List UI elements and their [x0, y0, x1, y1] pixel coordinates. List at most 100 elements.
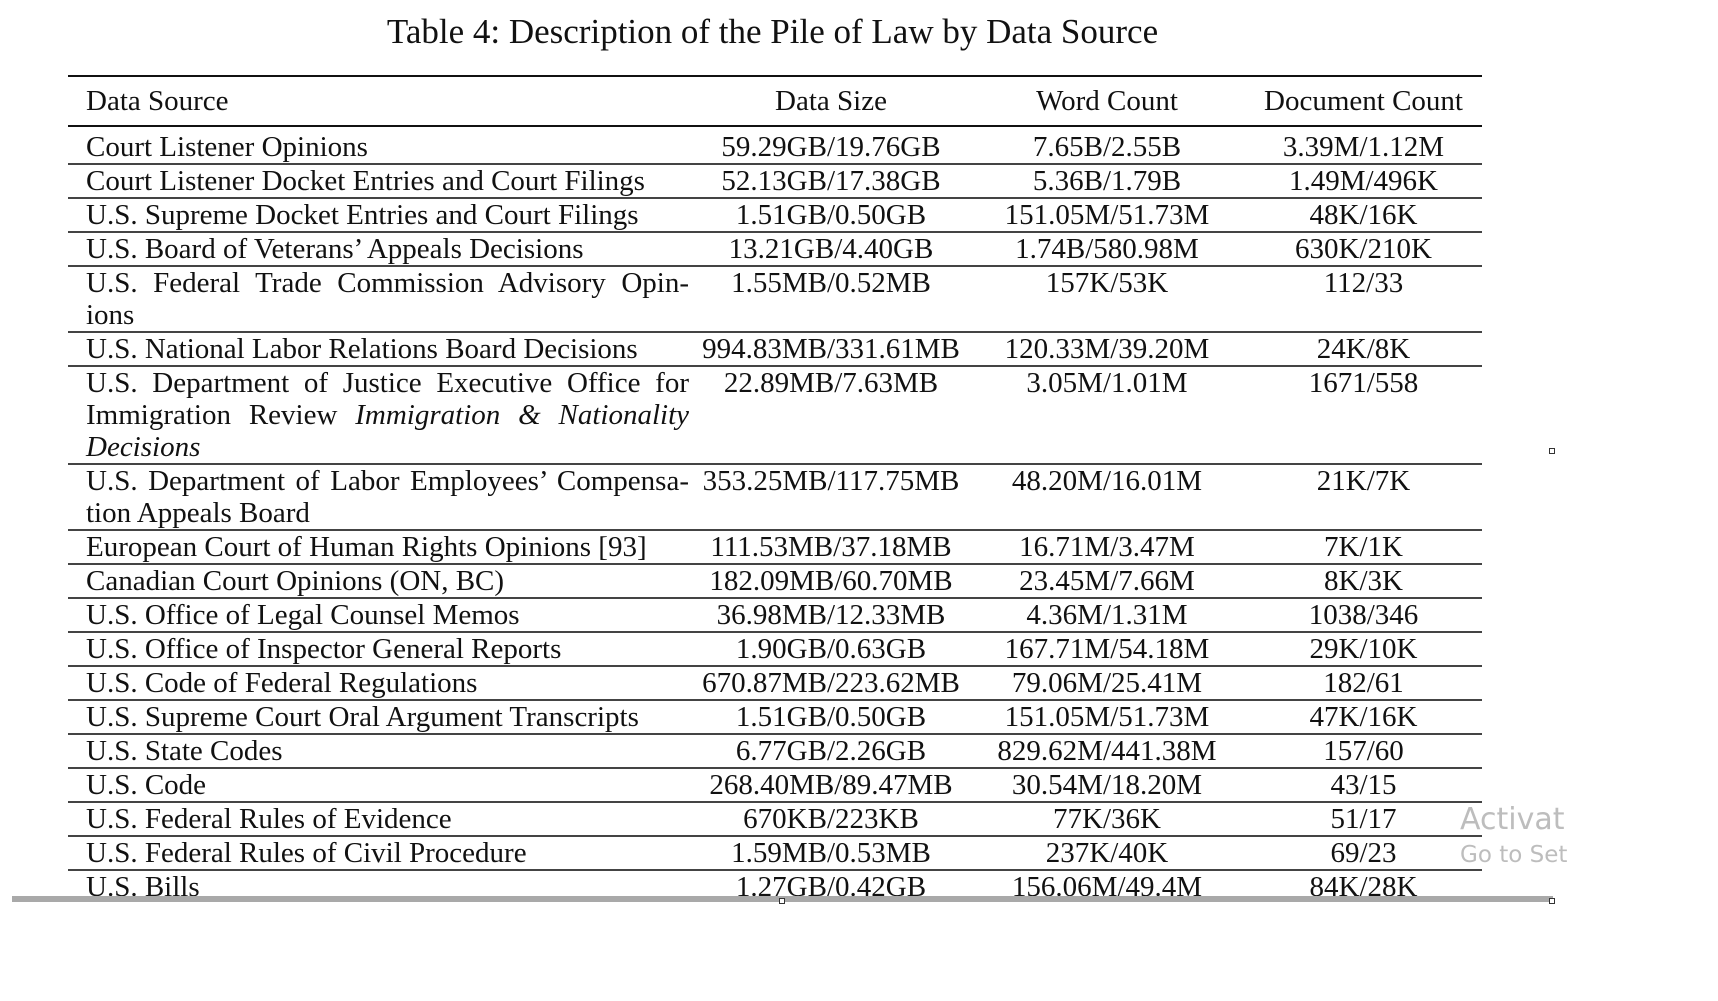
cell-data-source: U.S. Department of Justice Executive Off… — [68, 366, 693, 465]
data-source-label: U.S. State Codes — [86, 735, 283, 767]
data-source-label: U.S. Board of Veterans’ Appeals Decision… — [86, 233, 584, 265]
table-row: U.S. State Codes 6.77GB/2.26GB 829.62M/441… — [68, 734, 1482, 769]
cell-document-count: 7K/1K — [1245, 530, 1482, 565]
data-source-label: Canadian Court Opinions (ON, BC) — [86, 565, 505, 597]
cell-data-size: 111.53MB/37.18MB — [693, 530, 969, 565]
data-source-text: Court Listener Docket Entries and Court … — [86, 165, 689, 197]
cell-data-size: 1.51GB/0.50GB — [693, 700, 969, 735]
cell-data-size: 994.83MB/331.61MB — [693, 332, 969, 367]
table-caption: Table 4: Description of the Pile of Law … — [386, 12, 1159, 51]
cell-document-count: 157/60 — [1245, 734, 1482, 769]
header-document-count: Document Count — [1245, 75, 1482, 127]
table-body: Court Listener Opinions 59.29GB/19.76GB 7.… — [68, 126, 1482, 904]
table-row: Court Listener Docket Entries and Court … — [68, 164, 1482, 199]
data-source-label: U.S. Federal Trade Commission Advisory O… — [86, 267, 689, 331]
cell-data-source: U.S. Code — [68, 768, 693, 803]
cell-data-size: 6.77GB/2.26GB — [693, 734, 969, 769]
cell-data-source: U.S. Federal Rules of Civil Procedure — [68, 836, 693, 871]
data-source-label: U.S. Supreme Court Oral Argument Transcr… — [86, 701, 639, 733]
table-row: U.S. Federal Trade Commission Advisory O… — [68, 266, 1482, 333]
cell-data-size: 353.25MB/117.75MB — [693, 464, 969, 531]
activation-watermark-subtitle: Go to Set — [1460, 842, 1568, 868]
data-source-text: U.S. Code of Federal Regulations — [86, 667, 689, 699]
resize-handle-corner[interactable] — [1549, 898, 1555, 904]
cell-data-size: 670.87MB/223.62MB — [693, 666, 969, 701]
cell-word-count: 157K/53K — [969, 266, 1245, 333]
data-source-text: U.S. Department of Justice Executive Off… — [86, 367, 689, 463]
cell-word-count: 79.06M/25.41M — [969, 666, 1245, 701]
table-row: U.S. Office of Inspector General Reports… — [68, 632, 1482, 667]
cell-data-source: European Court of Human Rights Opinions … — [68, 530, 693, 565]
cell-word-count: 30.54M/18.20M — [969, 768, 1245, 803]
table-row: U.S. National Labor Relations Board Deci… — [68, 332, 1482, 367]
data-source-text: Canadian Court Opinions (ON, BC) — [86, 565, 689, 597]
cell-word-count: 151.05M/51.73M — [969, 198, 1245, 233]
cell-data-source: Court Listener Docket Entries and Court … — [68, 164, 693, 199]
cell-data-source: U.S. Federal Rules of Evidence — [68, 802, 693, 837]
data-source-text: U.S. State Codes — [86, 735, 689, 767]
cell-data-source: U.S. Board of Veterans’ Appeals Decision… — [68, 232, 693, 267]
data-source-label: U.S. Federal Rules of Evidence — [86, 803, 452, 835]
cell-word-count: 167.71M/54.18M — [969, 632, 1245, 667]
cell-data-source: U.S. Department of Labor Employees’ Comp… — [68, 464, 693, 531]
data-source-text: U.S. Office of Legal Counsel Memos — [86, 599, 689, 631]
activation-watermark-title: Activat — [1460, 802, 1565, 837]
cell-document-count: 3.39M/1.12M — [1245, 126, 1482, 165]
cell-data-size: 1.90GB/0.63GB — [693, 632, 969, 667]
data-source-text: U.S. Supreme Court Oral Argument Transcr… — [86, 701, 689, 733]
cell-word-count: 3.05M/1.01M — [969, 366, 1245, 465]
table-row: U.S. Federal Rules of Civil Procedure 1.5… — [68, 836, 1482, 871]
cell-document-count: 112/33 — [1245, 266, 1482, 333]
cell-word-count: 16.71M/3.47M — [969, 530, 1245, 565]
cell-word-count: 7.65B/2.55B — [969, 126, 1245, 165]
data-source-text: Court Listener Opinions — [86, 131, 689, 163]
cell-data-source: U.S. Supreme Docket Entries and Court Fi… — [68, 198, 693, 233]
table-container: Data Source Data Size Word Count Documen… — [68, 75, 1482, 904]
data-source-label: U.S. Office of Inspector General Reports — [86, 633, 562, 665]
cell-data-source: U.S. Federal Trade Commission Advisory O… — [68, 266, 693, 333]
cell-word-count: 23.45M/7.66M — [969, 564, 1245, 599]
resize-handle-bottom[interactable] — [779, 898, 785, 904]
cell-document-count: 43/15 — [1245, 768, 1482, 803]
header-data-size: Data Size — [693, 75, 969, 127]
table-row: U.S. Code of Federal Regulations 670.87MB… — [68, 666, 1482, 701]
data-source-text: U.S. Supreme Docket Entries and Court Fi… — [86, 199, 689, 231]
cell-data-source: U.S. National Labor Relations Board Deci… — [68, 332, 693, 367]
data-source-label: U.S. Supreme Docket Entries and Court Fi… — [86, 199, 639, 231]
table-row: Court Listener Opinions 59.29GB/19.76GB 7.… — [68, 126, 1482, 165]
data-source-text: U.S. Federal Rules of Evidence — [86, 803, 689, 835]
data-source-text: U.S. Code — [86, 769, 689, 801]
cell-data-size: 1.55MB/0.52MB — [693, 266, 969, 333]
data-source-table: Data Source Data Size Word Count Documen… — [68, 75, 1482, 904]
data-source-text: U.S. Department of Labor Employees’ Comp… — [86, 465, 689, 529]
table-row: U.S. Department of Labor Employees’ Comp… — [68, 464, 1482, 531]
data-source-text: U.S. National Labor Relations Board Deci… — [86, 333, 689, 365]
data-source-label: U.S. National Labor Relations Board Deci… — [86, 333, 638, 365]
cell-document-count: 21K/7K — [1245, 464, 1482, 531]
resize-handle-right[interactable] — [1549, 448, 1555, 454]
data-source-italic-label: Immigration & Nationality Decisions — [86, 399, 689, 463]
cell-data-source: U.S. Code of Federal Regulations — [68, 666, 693, 701]
cell-data-size: 1.59MB/0.53MB — [693, 836, 969, 871]
data-source-label: U.S. Federal Rules of Civil Procedure — [86, 837, 527, 869]
data-source-text: U.S. Board of Veterans’ Appeals Decision… — [86, 233, 689, 265]
table-header: Data Source Data Size Word Count Documen… — [68, 75, 1482, 127]
cell-data-source: U.S. Office of Legal Counsel Memos — [68, 598, 693, 633]
cell-document-count: 182/61 — [1245, 666, 1482, 701]
cell-data-size: 22.89MB/7.63MB — [693, 366, 969, 465]
table-row: U.S. Supreme Docket Entries and Court Fi… — [68, 198, 1482, 233]
data-source-label: U.S. Department of Justice Executive Off… — [86, 367, 689, 431]
cell-data-source: U.S. Office of Inspector General Reports — [68, 632, 693, 667]
table-row: Canadian Court Opinions (ON, BC) 182.09MB… — [68, 564, 1482, 599]
cell-word-count: 5.36B/1.79B — [969, 164, 1245, 199]
cell-document-count: 1038/346 — [1245, 598, 1482, 633]
cell-document-count: 69/23 — [1245, 836, 1482, 871]
cell-data-size: 52.13GB/17.38GB — [693, 164, 969, 199]
header-data-source: Data Source — [68, 75, 693, 127]
cell-word-count: 77K/36K — [969, 802, 1245, 837]
cell-word-count: 151.05M/51.73M — [969, 700, 1245, 735]
cell-word-count: 4.36M/1.31M — [969, 598, 1245, 633]
table-row: U.S. Department of Justice Executive Off… — [68, 366, 1482, 465]
table-row: U.S. Supreme Court Oral Argument Transcr… — [68, 700, 1482, 735]
